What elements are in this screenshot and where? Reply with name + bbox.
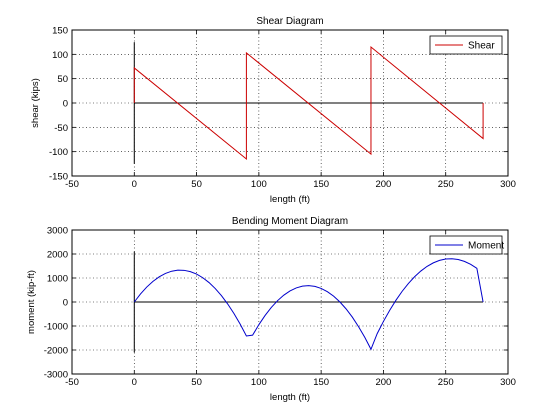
x-tick-label: 0 bbox=[132, 377, 137, 388]
x-tick-label: 300 bbox=[500, 377, 516, 388]
legend-entry: Moment bbox=[468, 241, 504, 252]
y-tick-label: 150 bbox=[52, 26, 68, 37]
chart-panel-1: -50 0 50 100 150 200 250 300 -150 -100 -50 0 50 100 15… bbox=[30, 16, 516, 205]
x-tick-label: 150 bbox=[313, 179, 329, 190]
legend-box bbox=[429, 235, 503, 255]
y-tick-label: 0 bbox=[63, 99, 68, 110]
y-tick-label: 0 bbox=[63, 298, 68, 309]
y-tick-label: 3000 bbox=[47, 226, 68, 237]
x-tick-label: 50 bbox=[191, 377, 202, 388]
y-tick-label: 2000 bbox=[47, 250, 68, 261]
legend-entry: Shear bbox=[468, 41, 495, 52]
x-axis-label: length (ft) bbox=[270, 194, 310, 205]
x-tick-label: 100 bbox=[251, 377, 267, 388]
x-tick-label: 0 bbox=[132, 179, 137, 190]
x-tick-label: 50 bbox=[191, 179, 202, 190]
x-tick-label: 250 bbox=[438, 377, 454, 388]
series-line-shear bbox=[133, 45, 484, 161]
y-tick-label: -100 bbox=[49, 147, 68, 158]
x-tick-label: 150 bbox=[313, 377, 329, 388]
series-line-moment bbox=[133, 258, 484, 351]
y-tick-label: 50 bbox=[57, 74, 68, 85]
y-tick-label: -2000 bbox=[44, 346, 68, 357]
chart-panel-2: -50 0 50 100 150 200 250 300 -3000 -2000 -1000 0 100… bbox=[26, 216, 516, 403]
chart-title: Shear Diagram bbox=[256, 16, 323, 27]
y-tick-label: -150 bbox=[49, 172, 68, 183]
x-tick-label: 300 bbox=[500, 179, 516, 190]
x-tick-label: 200 bbox=[375, 179, 391, 190]
chart-title: Bending Moment Diagram bbox=[232, 216, 348, 227]
y-axis-label: moment (kip-ft) bbox=[26, 270, 37, 334]
x-tick-label: -50 bbox=[65, 179, 79, 190]
y-tick-label: 100 bbox=[52, 50, 68, 61]
y-axis-label: shear (kips) bbox=[30, 78, 41, 128]
x-tick-label: -50 bbox=[65, 377, 79, 388]
y-tick-label: -50 bbox=[54, 123, 68, 134]
y-tick-label: -3000 bbox=[44, 370, 68, 381]
x-axis-label: length (ft) bbox=[270, 392, 310, 403]
legend: Moment bbox=[429, 235, 504, 255]
x-tick-label: 250 bbox=[438, 179, 454, 190]
x-tick-label: 100 bbox=[251, 179, 267, 190]
legend: Shear bbox=[429, 35, 503, 55]
y-tick-label: 1000 bbox=[47, 274, 68, 285]
x-tick-label: 200 bbox=[375, 377, 391, 388]
legend-box bbox=[429, 35, 503, 55]
y-tick-label: -1000 bbox=[44, 322, 68, 333]
